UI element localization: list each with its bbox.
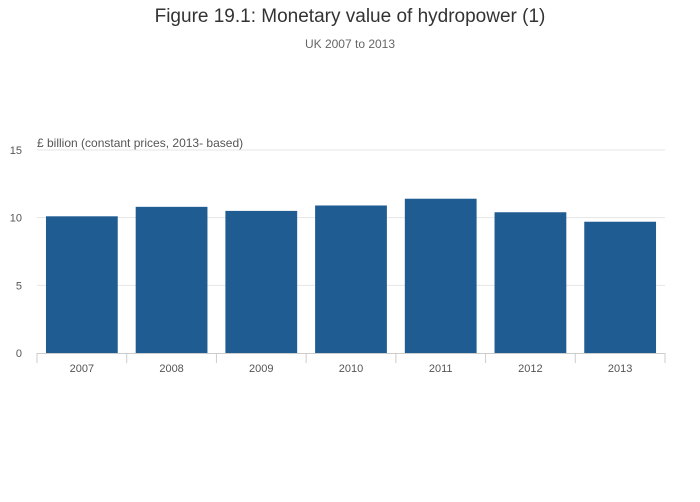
chart-subtitle: UK 2007 to 2013 [304,37,396,51]
bar [404,198,477,353]
x-tick-label: 2007 [70,363,94,375]
x-tick-label: 2009 [249,363,273,375]
y-tick-label: 0 [16,348,22,360]
bars [45,198,657,353]
y-tick-label: 5 [16,280,22,292]
x-tick-label: 2008 [159,363,183,375]
bar [135,206,208,353]
x-axis: 2007 2008 2009 2010 2011 2012 2013 [36,353,666,375]
bar [584,221,657,353]
y-axis-label: £ billion (constant prices, 2013- based) [37,136,243,150]
y-axis-ticks: 0 5 10 15 [10,145,22,360]
x-tick-label: 2010 [339,363,363,375]
bar [494,212,567,353]
y-tick-label: 15 [10,145,22,157]
x-tick-label: 2012 [518,363,542,375]
bar [45,216,118,353]
y-tick-label: 10 [10,213,22,225]
chart-title: Figure 19.1: Monetary value of hydropowe… [154,6,546,27]
x-tick-label: 2013 [608,363,632,375]
bar [225,210,298,353]
x-tick-label: 2011 [429,363,453,375]
bar [315,205,387,353]
